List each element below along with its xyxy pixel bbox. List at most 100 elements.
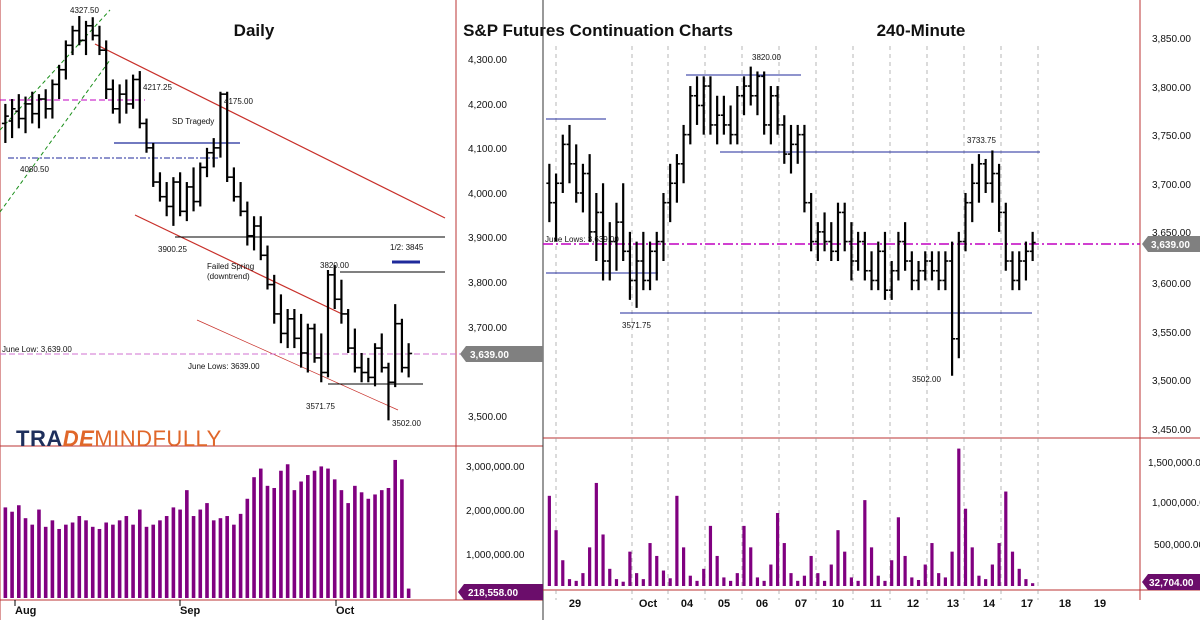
daily-last-price: 3,639.00 bbox=[470, 350, 509, 361]
volume-bar bbox=[802, 575, 807, 586]
price-bar bbox=[855, 231, 862, 271]
annotation-3502: 3502.00 bbox=[912, 375, 941, 384]
price-bar bbox=[89, 17, 97, 41]
minute-vol-tick: 1,000,000.00 bbox=[1152, 498, 1200, 509]
annotation-3571: 3571.75 bbox=[306, 402, 335, 411]
daily-volume-tag bbox=[458, 584, 543, 600]
price-bar bbox=[781, 115, 788, 164]
volume-bar bbox=[111, 524, 115, 598]
price-bar bbox=[169, 177, 177, 226]
price-bar bbox=[405, 343, 413, 378]
trademindfully-logo: TRADEMINDFULLY bbox=[16, 426, 222, 452]
volume-bar bbox=[567, 579, 572, 586]
volume-bar bbox=[1024, 579, 1028, 586]
price-bar bbox=[875, 241, 882, 291]
volume-bar bbox=[943, 577, 947, 586]
volume-bar bbox=[70, 522, 75, 598]
volume-bar bbox=[682, 547, 686, 586]
volume-bar bbox=[547, 495, 551, 586]
daily-volume-pane: 3,000,000.00 2,000,000.00 1,000,000.00 2… bbox=[3, 459, 543, 600]
volume-bar bbox=[574, 580, 578, 586]
price-bar bbox=[680, 124, 687, 184]
volume-bar bbox=[742, 525, 746, 586]
price-bar bbox=[1029, 231, 1036, 262]
volume-bar bbox=[722, 577, 726, 586]
volume-bar bbox=[3, 507, 8, 598]
annotation-4175: 4175.00 bbox=[224, 97, 253, 106]
volume-bar bbox=[50, 520, 55, 598]
price-bar bbox=[371, 343, 379, 387]
price-bar bbox=[741, 76, 748, 116]
volume-bar bbox=[326, 468, 330, 598]
volume-bar bbox=[561, 560, 565, 586]
price-bar bbox=[586, 154, 593, 242]
price-bar bbox=[230, 167, 238, 202]
price-bar bbox=[122, 79, 130, 114]
price-bar bbox=[801, 124, 808, 213]
price-bar bbox=[190, 167, 198, 212]
price-bar bbox=[841, 202, 848, 252]
volume-bar bbox=[1017, 568, 1021, 586]
volume-bar bbox=[883, 580, 887, 586]
price-bar bbox=[176, 172, 184, 217]
annotation-june-lows: June Lows: 3,639.00 bbox=[545, 235, 619, 244]
minute-x-label: 29 bbox=[569, 598, 581, 610]
daily-y-tick: 4,100.00 bbox=[468, 144, 507, 155]
price-bar bbox=[384, 362, 392, 421]
volume-bar bbox=[715, 555, 719, 586]
volume-bar bbox=[963, 508, 968, 586]
volume-bar bbox=[916, 579, 921, 586]
price-bar bbox=[861, 231, 868, 281]
volume-bar bbox=[896, 517, 900, 586]
volume-bar bbox=[258, 468, 263, 598]
volume-bar bbox=[43, 526, 48, 598]
minute-last-price: 3,639.00 bbox=[1151, 240, 1190, 251]
price-bar bbox=[579, 163, 586, 213]
daily-vol-tick: 2,000,000.00 bbox=[466, 506, 525, 517]
volume-bar bbox=[245, 498, 250, 598]
volume-bar bbox=[232, 524, 236, 598]
daily-y-tick: 3,900.00 bbox=[468, 233, 507, 244]
price-bar bbox=[163, 182, 171, 217]
daily-x-label: Aug bbox=[15, 605, 36, 617]
volume-bar bbox=[359, 492, 364, 598]
volume-bar bbox=[635, 573, 639, 586]
minute-vol-tick: 500,000.00 bbox=[1154, 540, 1200, 551]
volume-bar bbox=[90, 526, 95, 598]
volume-bar bbox=[648, 543, 652, 586]
price-bar bbox=[216, 91, 224, 158]
volume-bar bbox=[816, 573, 820, 586]
minute-y-tick: 3,450.00 bbox=[1152, 425, 1191, 436]
volume-bar bbox=[131, 524, 135, 598]
volume-bar bbox=[137, 509, 142, 598]
minute-x-label: 11 bbox=[870, 598, 882, 610]
price-bar bbox=[223, 91, 231, 183]
price-bar bbox=[982, 158, 989, 193]
price-bar bbox=[566, 124, 573, 184]
minute-x-axis: 29 Oct 04 05 06 07 10 11 12 13 14 17 18 … bbox=[569, 598, 1106, 610]
volume-bar bbox=[299, 481, 303, 598]
price-bar bbox=[747, 66, 754, 106]
volume-bar bbox=[292, 490, 297, 598]
daily-volume-bars bbox=[3, 459, 411, 598]
minute-y-tick: 3,800.00 bbox=[1152, 83, 1191, 94]
volume-bar bbox=[366, 498, 371, 598]
price-bar bbox=[28, 91, 36, 124]
price-bar bbox=[149, 142, 157, 187]
daily-y-tick: 4,300.00 bbox=[468, 55, 507, 66]
annotation-june-lows: June Lows: 3639.00 bbox=[188, 362, 260, 371]
daily-y-tick: 3,700.00 bbox=[468, 323, 507, 334]
resistance-line bbox=[94, 43, 446, 219]
price-bar bbox=[687, 86, 694, 145]
minute-y-tick: 3,600.00 bbox=[1152, 279, 1191, 290]
price-bar bbox=[546, 163, 553, 223]
price-bar bbox=[996, 163, 1003, 232]
price-bar bbox=[895, 231, 902, 281]
volume-bar bbox=[164, 516, 169, 598]
price-bar bbox=[828, 222, 835, 262]
volume-bar bbox=[17, 505, 21, 598]
price-bar bbox=[324, 269, 332, 378]
volume-bar bbox=[144, 526, 149, 598]
